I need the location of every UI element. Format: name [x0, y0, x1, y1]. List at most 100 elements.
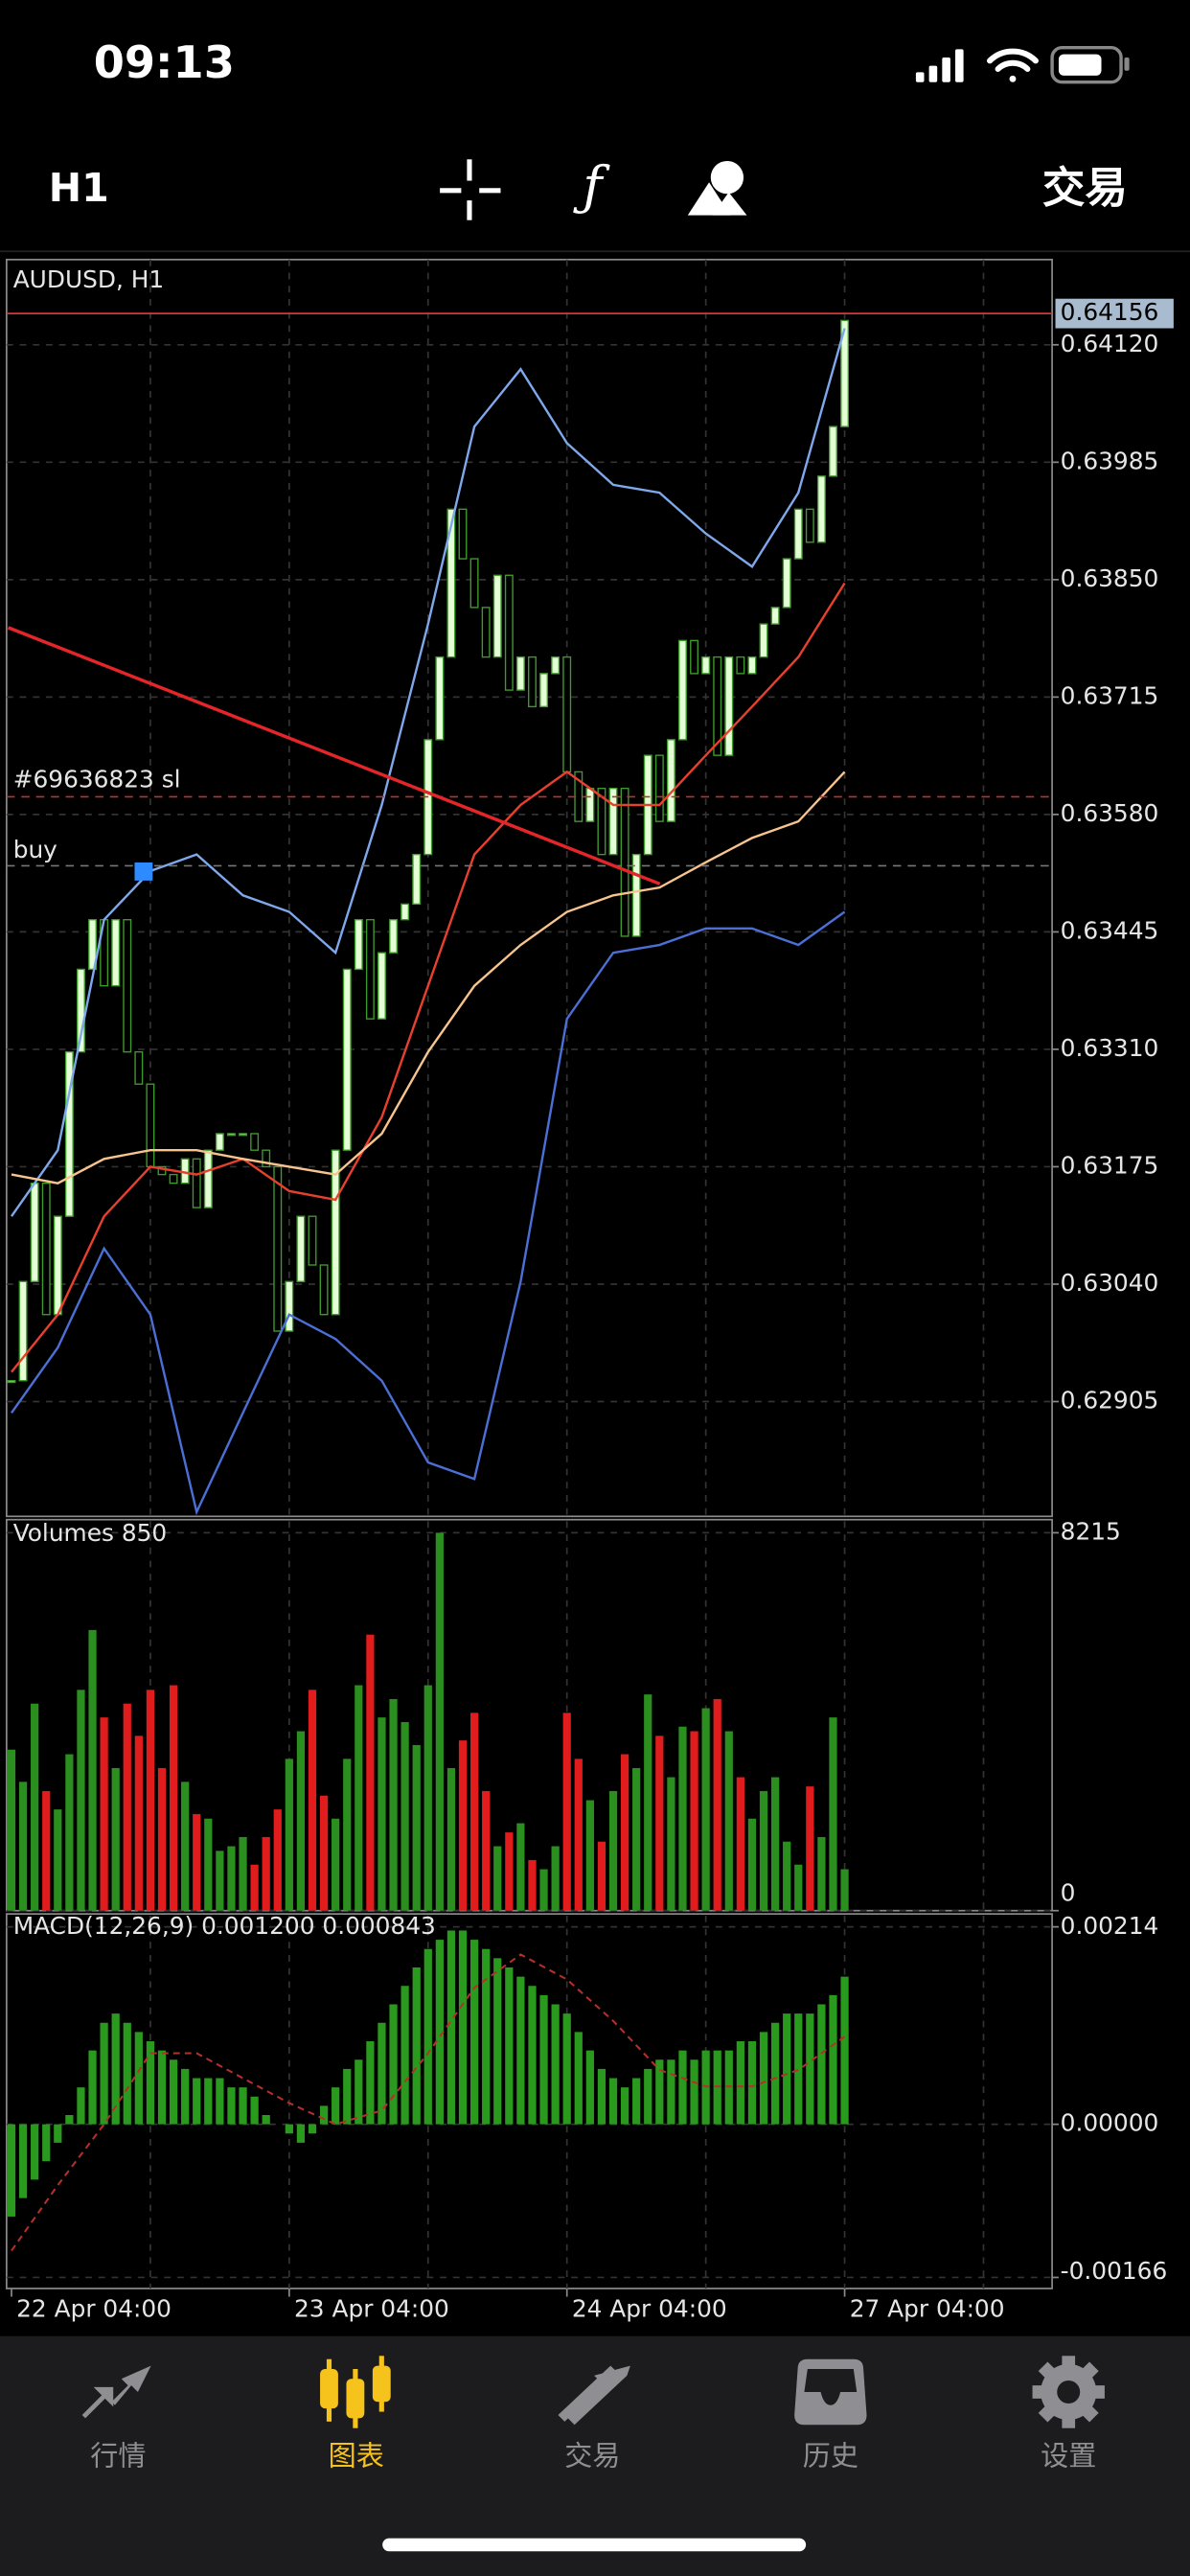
timeframe-button[interactable]: H1: [49, 165, 109, 211]
bar: [319, 1795, 329, 1911]
candle: [285, 1280, 294, 1332]
bar: [759, 2032, 768, 2125]
bar: [446, 1930, 456, 2125]
bar: [829, 1717, 837, 1911]
bar: [88, 2050, 97, 2125]
bar: [285, 2124, 293, 2134]
candle: [296, 1215, 306, 1282]
candle: [504, 574, 514, 691]
bar: [794, 1864, 803, 1911]
candle: [77, 968, 85, 1053]
bar: [528, 1859, 537, 1911]
bar: [817, 2004, 826, 2125]
bar: [747, 2040, 757, 2125]
crosshair-button[interactable]: [440, 159, 501, 220]
candle: [7, 1380, 16, 1384]
bar: [343, 2068, 352, 2125]
bar: [389, 2004, 398, 2125]
candle: [666, 739, 675, 822]
bar: [123, 1703, 131, 1911]
bar: [632, 1767, 641, 1911]
volume-title: Volumes 850: [13, 1519, 168, 1547]
battery-icon: [1050, 45, 1130, 84]
bar: [667, 2059, 675, 2125]
candle: [64, 1050, 74, 1217]
bar: [446, 1767, 456, 1911]
bar: [227, 1846, 236, 1911]
tab-label[interactable]: 设置: [1041, 2440, 1096, 2472]
buy-label: buy: [13, 836, 57, 863]
candle: [562, 656, 572, 773]
bar: [759, 1790, 768, 1911]
tab-label[interactable]: 交易: [564, 2440, 620, 2472]
bar: [308, 2124, 317, 2134]
bar: [632, 2078, 641, 2125]
candle: [736, 656, 745, 675]
candle: [597, 787, 606, 856]
bar: [458, 1930, 468, 2125]
bar: [378, 2022, 386, 2125]
bar: [134, 1736, 143, 1911]
y-tick-label: 0.62905: [1061, 1386, 1159, 1414]
trade-icon[interactable]: [558, 2365, 630, 2426]
bar: [585, 1800, 594, 1911]
candle: [134, 1050, 144, 1085]
bar: [655, 2059, 664, 2125]
tab-label[interactable]: 行情: [90, 2440, 146, 2472]
bar: [134, 2032, 143, 2125]
bar: [18, 2124, 28, 2198]
candle: [41, 1183, 51, 1316]
bar: [840, 1869, 849, 1911]
bar: [157, 1767, 167, 1911]
y-tick-label: 0.00214: [1061, 1912, 1159, 1940]
y-tick-label: 0.63850: [1061, 564, 1159, 592]
bar: [806, 1786, 814, 1911]
candle: [759, 623, 768, 658]
bar: [181, 2068, 190, 2125]
trade-button[interactable]: 交易: [1042, 163, 1128, 213]
bar: [7, 1749, 16, 1911]
tab-label[interactable]: 图表: [329, 2440, 384, 2472]
bar: [366, 2040, 375, 2125]
candle: [539, 673, 549, 708]
candle: [389, 919, 398, 954]
candle: [146, 1083, 155, 1168]
bar: [505, 1832, 514, 1911]
bar: [482, 1948, 491, 2125]
history-icon[interactable]: [794, 2358, 867, 2426]
candle: [319, 1264, 329, 1316]
candle: [378, 952, 386, 1020]
bar: [713, 1698, 721, 1911]
candle: [481, 607, 491, 658]
bar: [400, 1986, 409, 2125]
bar: [204, 2078, 213, 2125]
candle: [620, 787, 629, 937]
cog-tooth: [1062, 2415, 1076, 2428]
candle: [354, 919, 363, 971]
bar: [308, 1690, 317, 1911]
candle: [724, 656, 734, 756]
bar: [296, 2124, 306, 2143]
candle: [551, 656, 561, 675]
bar: [389, 1698, 398, 1911]
candle: [53, 1215, 62, 1316]
clock: 09:13: [94, 36, 235, 88]
wifi-icon: [987, 48, 1039, 82]
settings-icon[interactable]: [1032, 2356, 1105, 2428]
bar: [516, 1823, 525, 1911]
bar: [794, 2013, 803, 2125]
chart-icon[interactable]: [320, 2356, 391, 2428]
bar: [332, 2087, 340, 2125]
x-tick-label: 24 Apr 04:00: [572, 2294, 727, 2322]
y-tick-label: 0.63445: [1061, 916, 1159, 944]
y-tick-label: 0.64120: [1061, 330, 1159, 357]
objects-button[interactable]: [687, 161, 747, 216]
y-tick-label: 0: [1061, 1879, 1076, 1907]
bar: [250, 2096, 259, 2125]
bar: [620, 1754, 629, 1911]
candle: [239, 1133, 247, 1137]
tab-label[interactable]: 历史: [803, 2440, 858, 2472]
bar: [412, 1966, 421, 2125]
candle: [250, 1133, 260, 1151]
bar: [204, 1818, 213, 1911]
